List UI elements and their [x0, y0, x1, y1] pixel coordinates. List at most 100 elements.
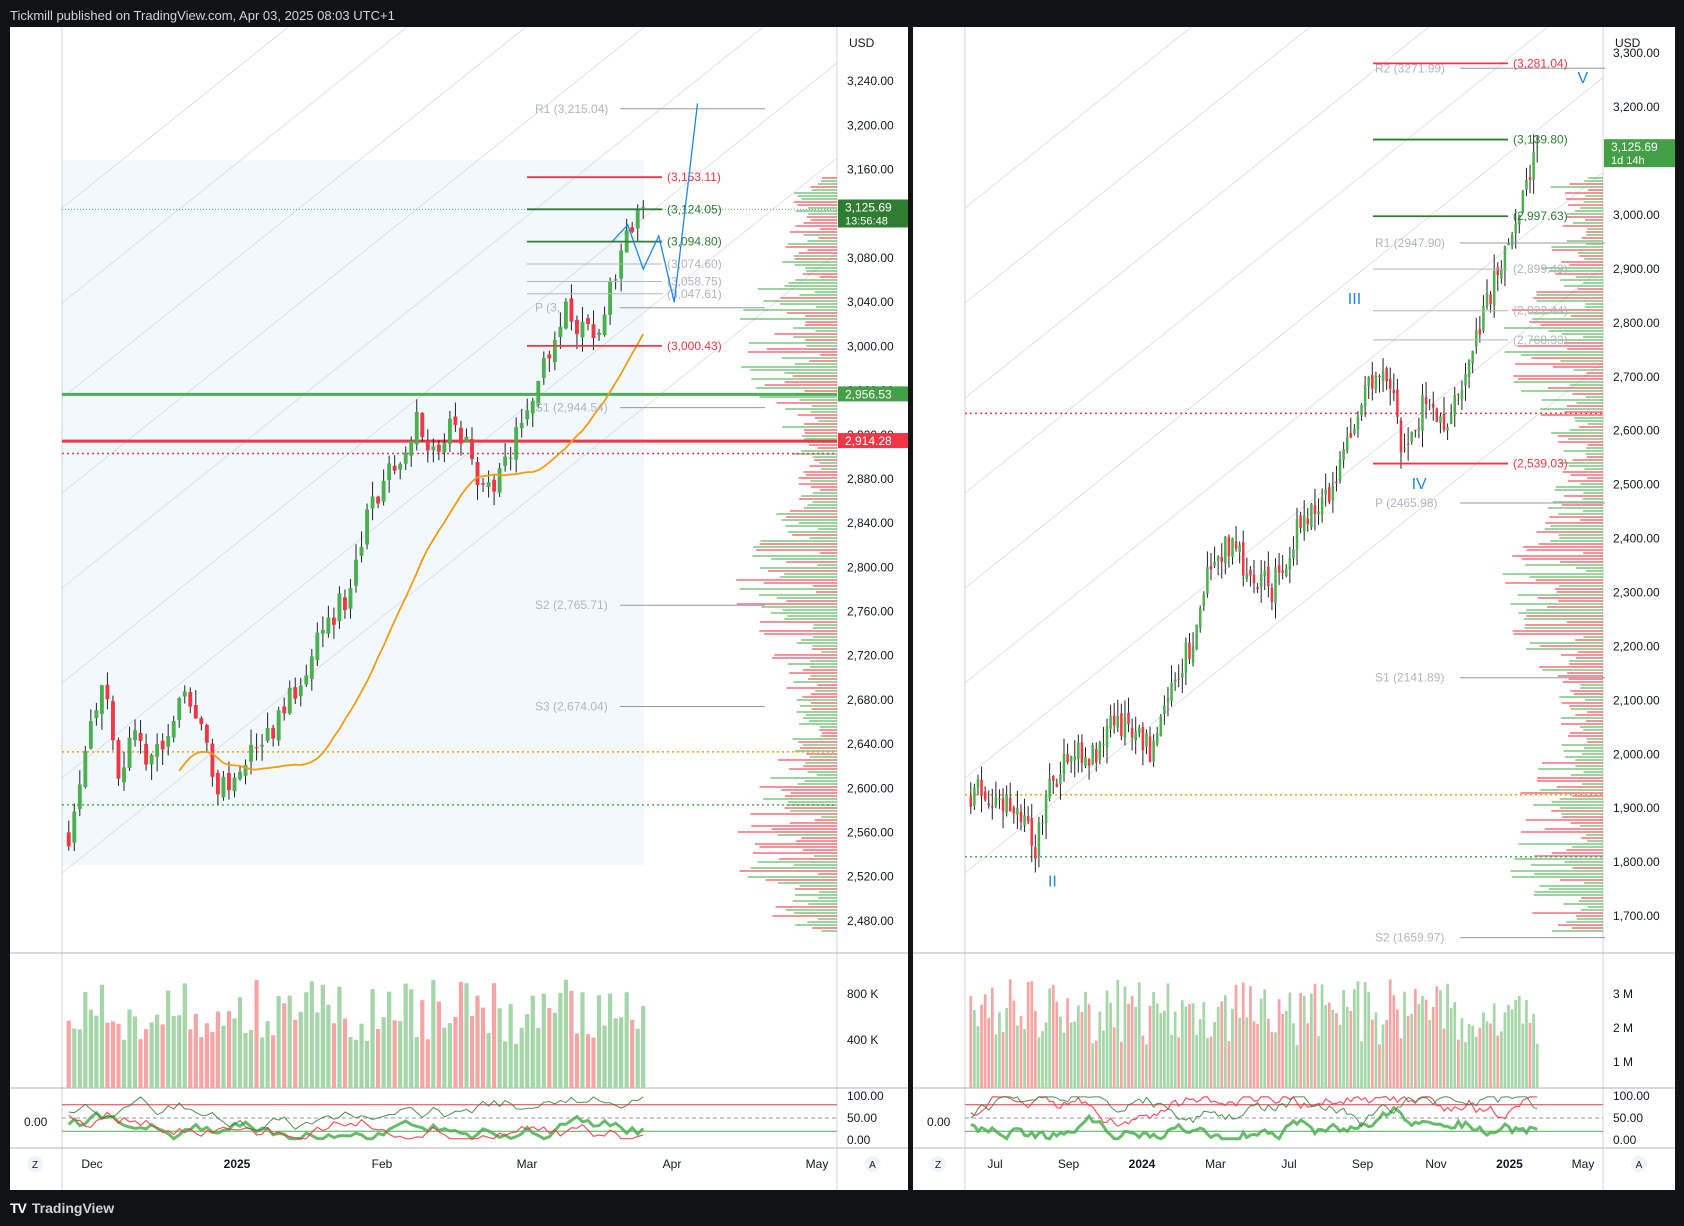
right-chart-candle[interactable]	[1227, 534, 1231, 568]
right-chart-candle[interactable]	[1034, 834, 1037, 873]
right-chart-candle[interactable]	[1471, 350, 1474, 374]
right-chart-candle[interactable]	[1453, 386, 1457, 427]
right-chart-candle[interactable]	[1306, 507, 1310, 532]
right-chart-candle[interactable]	[1492, 254, 1496, 318]
left-chart-candle[interactable]	[309, 649, 314, 691]
left-chart-candle[interactable]	[221, 771, 226, 801]
right-chart-candle[interactable]	[1091, 742, 1094, 766]
right-chart-candle[interactable]	[1116, 699, 1120, 732]
left-chart-candle[interactable]	[133, 719, 137, 747]
right-chart-candle[interactable]	[1098, 740, 1102, 765]
left-chart-candle[interactable]	[116, 737, 121, 786]
right-chart-candle[interactable]	[1467, 359, 1471, 389]
left-chart-candle[interactable]	[111, 695, 115, 751]
left-chart-candle[interactable]	[72, 803, 77, 852]
left-chart-candle[interactable]	[77, 770, 82, 817]
right-chart-candle[interactable]	[1206, 551, 1209, 598]
left-chart-candle[interactable]	[343, 589, 347, 619]
right-chart-candle[interactable]	[1008, 782, 1012, 812]
left-chart-candle[interactable]	[459, 420, 463, 456]
left-chart-candle[interactable]	[282, 697, 287, 721]
right-chart-candle[interactable]	[1105, 718, 1109, 764]
left-chart-candle[interactable]	[298, 677, 303, 707]
left-chart-candle[interactable]	[171, 715, 176, 743]
left-chart-candle[interactable]	[254, 733, 259, 761]
right-chart-candle[interactable]	[1320, 488, 1324, 523]
right-chart-candle[interactable]	[1159, 713, 1163, 737]
right-chart-candle[interactable]	[1496, 262, 1500, 292]
right-chart-candle[interactable]	[1292, 536, 1295, 566]
right-chart-candle[interactable]	[1378, 374, 1381, 393]
right-chart-candle[interactable]	[1267, 551, 1270, 598]
right-chart-candle[interactable]	[1069, 755, 1073, 773]
right-chart-candle[interactable]	[1503, 245, 1507, 287]
left-chart-candle[interactable]	[204, 723, 209, 753]
left-chart-candle[interactable]	[337, 586, 342, 629]
chart-panel-right[interactable]: R2 (3271.99) R1 (2947.90) P (2465.98) S1 (2…	[913, 0, 1675, 1190]
right-chart-candle[interactable]	[1475, 318, 1478, 354]
right-chart-candle[interactable]	[1335, 465, 1338, 492]
left-chart-candle[interactable]	[420, 412, 425, 442]
left-chart-candle[interactable]	[271, 724, 276, 747]
right-chart-candle[interactable]	[1062, 738, 1066, 782]
right-chart-candle[interactable]	[1299, 511, 1302, 534]
left-chart-candle[interactable]	[547, 350, 552, 372]
left-chart-candle[interactable]	[243, 759, 248, 785]
left-chart-candle[interactable]	[122, 751, 126, 791]
left-chart-candle[interactable]	[265, 712, 270, 743]
right-chart-candle[interactable]	[1152, 734, 1155, 768]
left-chart-candle[interactable]	[127, 726, 132, 771]
right-chart-candle[interactable]	[1241, 530, 1245, 587]
right-chart-candle[interactable]	[1188, 633, 1191, 665]
right-chart-candle[interactable]	[1112, 703, 1116, 734]
left-chart-candle[interactable]	[409, 436, 414, 467]
right-chart-candle[interactable]	[1037, 816, 1041, 868]
left-chart-candle[interactable]	[541, 351, 546, 385]
left-chart-candle[interactable]	[320, 616, 325, 648]
right-chart-candle[interactable]	[1238, 541, 1241, 564]
right-chart-candle[interactable]	[1295, 507, 1299, 565]
right-chart-candle[interactable]	[1281, 554, 1284, 580]
left-chart-candle[interactable]	[160, 733, 165, 766]
left-chart-candle[interactable]	[210, 738, 215, 787]
left-chart-candle[interactable]	[155, 733, 160, 772]
right-chart-candle[interactable]	[1371, 361, 1374, 401]
right-chart-candle[interactable]	[1220, 543, 1223, 579]
left-chart-candle[interactable]	[193, 690, 198, 719]
left-chart-candle[interactable]	[464, 428, 469, 443]
right-chart-candle[interactable]	[1457, 393, 1460, 406]
left-chart-candle[interactable]	[326, 605, 331, 638]
right-chart-candle[interactable]	[1399, 417, 1403, 469]
right-chart-candle[interactable]	[1138, 724, 1141, 738]
right-chart-candle[interactable]	[1177, 664, 1180, 688]
left-chart-candle[interactable]	[138, 719, 143, 754]
right-chart-candle[interactable]	[973, 783, 976, 811]
left-chart-candle[interactable]	[215, 769, 220, 805]
right-chart-candle[interactable]	[1019, 804, 1023, 831]
left-chart-candle[interactable]	[392, 455, 397, 475]
left-chart-candle[interactable]	[431, 438, 436, 463]
right-chart-candle[interactable]	[1356, 411, 1360, 438]
left-chart-candle[interactable]	[525, 398, 530, 426]
right-chart-candle[interactable]	[987, 790, 990, 809]
left-chart-candle[interactable]	[387, 455, 392, 493]
left-chart-candle[interactable]	[569, 284, 574, 331]
right-chart-candle[interactable]	[1302, 500, 1306, 541]
right-chart-candle[interactable]	[1213, 546, 1216, 568]
right-chart-candle[interactable]	[980, 766, 983, 813]
right-chart-candle[interactable]	[1051, 774, 1055, 794]
left-chart-candle[interactable]	[536, 380, 541, 409]
right-chart-candle[interactable]	[1414, 429, 1417, 438]
left-chart-candle[interactable]	[376, 495, 381, 509]
right-chart-candle[interactable]	[1435, 407, 1439, 423]
left-chart-candle[interactable]	[105, 672, 110, 710]
right-chart-candle[interactable]	[1231, 537, 1234, 565]
right-chart-candle[interactable]	[1256, 582, 1259, 594]
right-chart-candle[interactable]	[994, 781, 998, 809]
left-chart-zoom-button[interactable]: Z	[27, 1156, 43, 1172]
left-chart-candle[interactable]	[249, 729, 253, 775]
right-chart-candle[interactable]	[1500, 260, 1503, 284]
right-chart-candle[interactable]	[976, 774, 980, 796]
left-chart-candle[interactable]	[635, 204, 640, 243]
right-chart-candle[interactable]	[1209, 552, 1213, 580]
